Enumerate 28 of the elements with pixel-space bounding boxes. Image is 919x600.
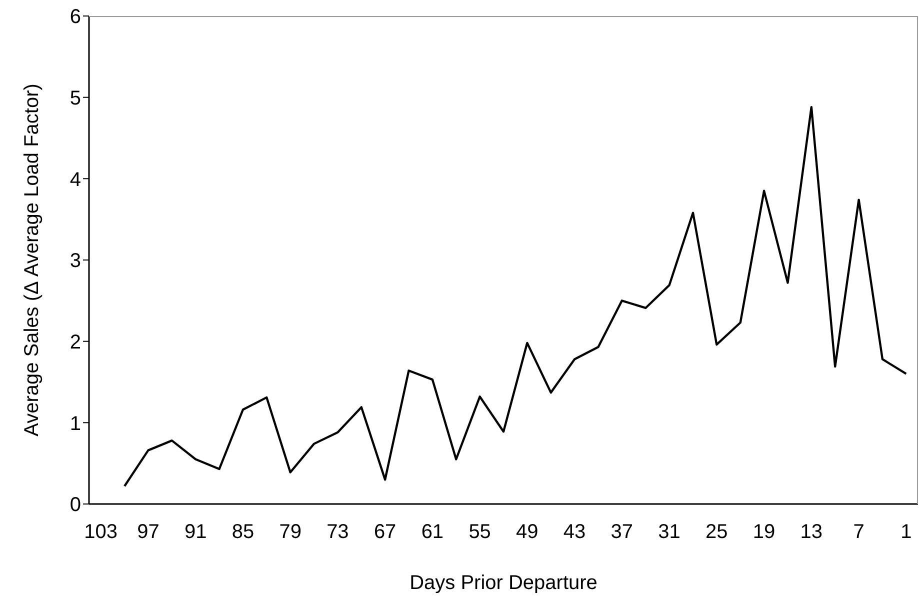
x-axis-title: Days Prior Departure [410, 572, 598, 594]
x-tick-label: 85 [232, 521, 254, 544]
x-tick-label: 49 [516, 521, 538, 544]
y-tick-label: 6 [70, 6, 81, 28]
x-tick-label: 13 [800, 521, 823, 544]
x-tick-label: 37 [610, 521, 634, 544]
y-tick-label: 2 [70, 331, 81, 354]
y-tick-label: 4 [70, 168, 81, 191]
x-tick-label: 25 [706, 521, 728, 544]
x-tick-label: 67 [374, 521, 396, 544]
x-tick-label: 73 [326, 521, 349, 544]
x-tick-label: 103 [84, 521, 118, 544]
line-series [123, 106, 908, 488]
x-tick-label: 7 [853, 521, 864, 544]
x-tick-label: 1 [900, 521, 912, 544]
x-tick-label: 31 [658, 521, 680, 544]
y-tick-label: 1 [70, 412, 81, 435]
y-tick-label: 3 [70, 250, 81, 272]
x-tick-label: 43 [563, 521, 586, 544]
y-tick-label: 0 [70, 494, 81, 516]
y-tick-label: 5 [70, 87, 81, 110]
y-axis-title: Average Sales (Δ Average Load Factor) [21, 84, 44, 436]
x-tick-label: 97 [137, 521, 160, 544]
x-tick-label: 79 [279, 521, 302, 544]
x-tick-label: 19 [752, 521, 776, 544]
x-tick-label: 91 [184, 521, 207, 544]
x-tick-label: 61 [421, 521, 444, 544]
x-tick-label: 55 [468, 521, 491, 544]
